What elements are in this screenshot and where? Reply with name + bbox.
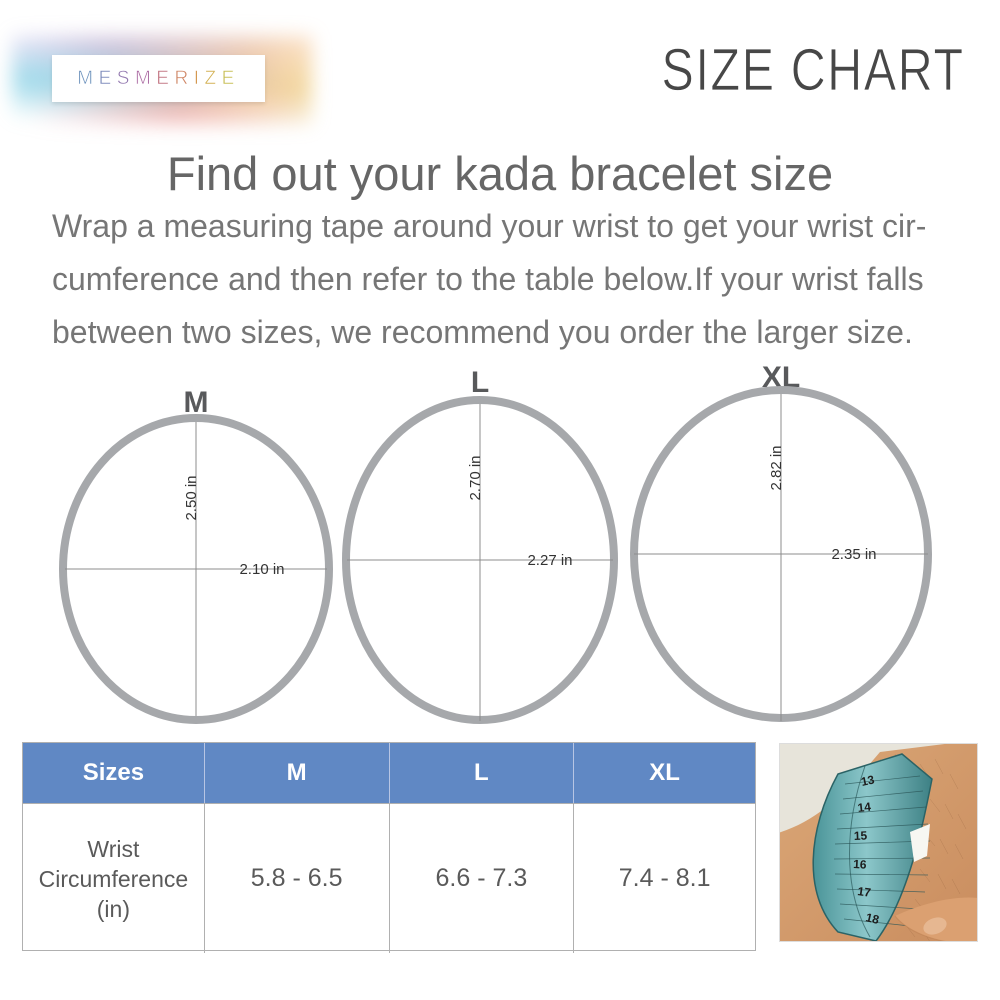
svg-text:16: 16	[853, 857, 867, 872]
svg-text:2.70 in: 2.70 in	[467, 455, 484, 500]
svg-text:2.35 in: 2.35 in	[831, 546, 876, 563]
svg-text:2.50 in: 2.50 in	[183, 475, 200, 520]
svg-text:15: 15	[854, 829, 868, 843]
svg-text:L: L	[471, 366, 489, 399]
svg-text:17: 17	[857, 884, 872, 900]
svg-text:14: 14	[857, 800, 872, 815]
svg-text:2.27 in: 2.27 in	[527, 552, 572, 569]
svg-text:2.10 in: 2.10 in	[239, 561, 284, 578]
svg-text:2.82 in: 2.82 in	[768, 445, 785, 490]
